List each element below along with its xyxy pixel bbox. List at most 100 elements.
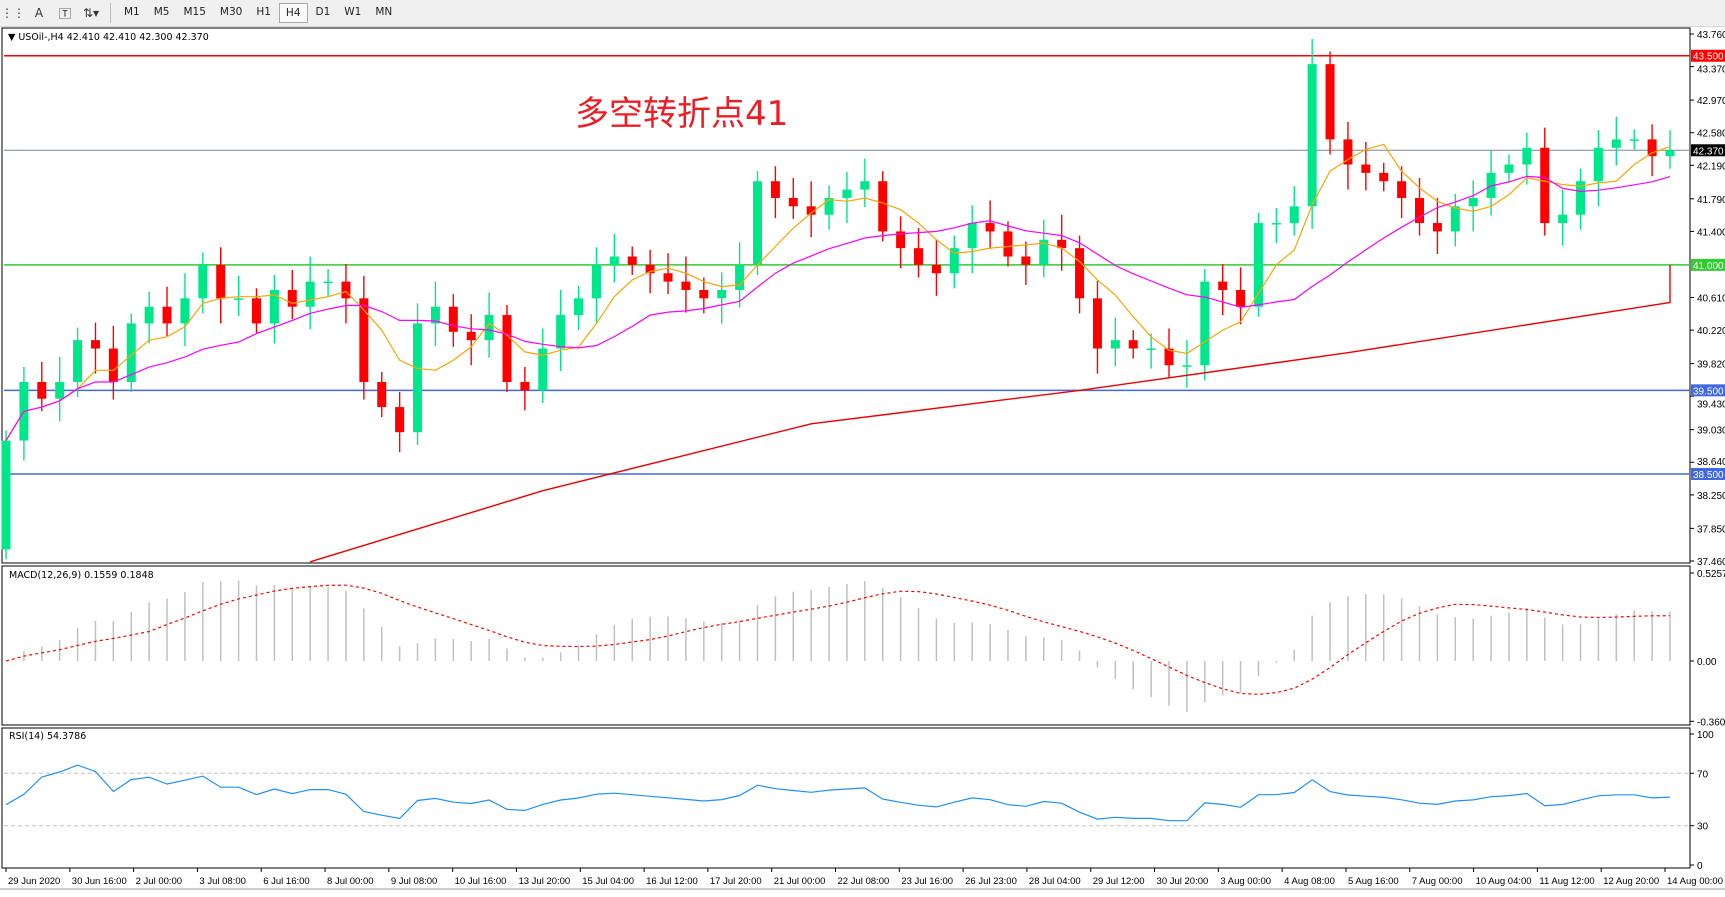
macd-panel-frame [1, 565, 1691, 726]
time-tick-label: 14 Aug 00:00 [1667, 876, 1723, 887]
time-tick-label: 21 Jul 00:00 [774, 876, 826, 887]
candle-body [1200, 281, 1210, 366]
candle-body [1021, 256, 1031, 265]
timeframe-m1[interactable]: M1 [124, 6, 140, 18]
candle-body [556, 315, 566, 349]
candle-body [1397, 181, 1407, 198]
chart-canvas[interactable]: 43.760 43.370 42.970 42.580 42.190 41.790 41.4… [0, 26, 1725, 897]
time-tick-label: 29 Jun 2020 [8, 876, 60, 887]
timeframe-bar: M1 M5 M15 M30 H1 H4 D1 W1 MN [117, 3, 399, 23]
time-tick-label: 6 Jul 16:00 [263, 876, 309, 887]
candle-body [1361, 164, 1371, 173]
candle-body [627, 256, 637, 265]
macd-tick-label: -0.3603 [1697, 717, 1725, 728]
price-tick-label: 41.400 [1697, 227, 1725, 238]
current-price-label: 42.370 [1693, 146, 1724, 157]
candle-body [234, 298, 244, 300]
price-tick-label: 40.220 [1697, 326, 1725, 337]
candle-body [377, 381, 387, 408]
candle-body [1128, 340, 1138, 349]
candle-body [1432, 223, 1442, 232]
time-tick-label: 10 Jul 16:00 [455, 876, 507, 887]
toolbar-divider [110, 3, 111, 23]
timeframe-m30[interactable]: M30 [219, 6, 243, 18]
toolbar: ⋮⋮ A 🅃 ⇅▾ M1 M5 M15 M30 H1 H4 D1 W1 MN [0, 0, 1725, 27]
timeframe-mn[interactable]: MN [375, 6, 393, 18]
candle-body [287, 289, 297, 307]
candle-body [878, 181, 888, 232]
candle-body [1039, 239, 1049, 265]
timeframe-h4[interactable]: H4 [278, 3, 308, 23]
time-tick-label: 10 Aug 04:00 [1476, 876, 1532, 887]
candle-body [1647, 139, 1657, 157]
time-tick-label: 30 Jun 16:00 [72, 876, 127, 887]
symbol-ohlc: USOil-,H4 42.410 42.410 42.300 42.370 [18, 32, 209, 43]
candle-body [574, 298, 584, 316]
price-tick-label: 40.610 [1697, 294, 1725, 305]
candle-body [448, 306, 458, 332]
candle-body [770, 181, 780, 198]
macd-tick-label: 0.00 [1697, 657, 1717, 668]
candle-body [520, 381, 530, 391]
grid-icon[interactable]: ⋮⋮ [1, 6, 25, 20]
price-tick-label: 38.250 [1697, 491, 1725, 502]
candle-body [717, 289, 727, 299]
candle-body [914, 248, 924, 265]
timeframe-w1[interactable]: W1 [344, 6, 362, 18]
candle-body [967, 223, 977, 249]
candle-body [663, 273, 673, 282]
macd-tick-label: 0.5257 [1697, 569, 1725, 580]
ma-slow-line [309, 264, 1671, 563]
candle-body [1146, 348, 1156, 351]
candle-body [788, 197, 798, 207]
time-tick-label: 12 Aug 20:00 [1603, 876, 1659, 887]
time-tick-label: 26 Jul 23:00 [965, 876, 1017, 887]
candle-body [699, 289, 709, 299]
price-tick-label: 38.640 [1697, 457, 1725, 468]
timeframe-m5[interactable]: M5 [153, 6, 170, 18]
text-icon[interactable]: A [34, 6, 44, 20]
rsi-tick-label: 100 [1697, 730, 1714, 741]
candle-body [484, 315, 494, 341]
candle-body [466, 331, 476, 341]
candle-body [1057, 239, 1067, 249]
candle-body [1611, 139, 1621, 148]
candle-body [609, 256, 619, 265]
candle-body [1003, 231, 1013, 257]
candle-body [752, 181, 762, 265]
candle-body [1450, 206, 1460, 232]
level-tag [1691, 49, 1725, 62]
candle-body [1522, 147, 1532, 165]
time-tick-label: 7 Aug 00:00 [1412, 876, 1463, 887]
macd-signal-line [5, 584, 1671, 696]
candle-body [251, 298, 261, 324]
candle-body [1289, 206, 1299, 224]
timeframe-h1[interactable]: H1 [256, 6, 271, 18]
price-tick-label: 39.030 [1697, 426, 1725, 437]
candle-body [931, 264, 941, 274]
time-tick-label: 29 Jul 12:00 [1093, 876, 1145, 887]
collapse-triangle-icon[interactable]: ▼ [8, 32, 19, 43]
candle-body [1415, 197, 1425, 224]
timeframe-d1[interactable]: D1 [315, 6, 331, 18]
current-price-tag [1691, 144, 1725, 157]
timeframe-m15[interactable]: M15 [183, 6, 206, 18]
candle-body [824, 197, 834, 215]
candle-body [395, 407, 405, 433]
candle-body [1218, 281, 1228, 290]
ma-fast-line [5, 143, 1671, 441]
annotation-text[interactable]: 多空转折点41 [575, 94, 789, 134]
time-tick-label: 3 Jul 08:00 [199, 876, 245, 887]
level-tag-label: 41.000 [1693, 261, 1724, 272]
price-tick-label: 37.460 [1697, 557, 1725, 568]
main-panel-frame [1, 27, 1691, 564]
candle-body [1540, 147, 1550, 224]
rsi-panel-frame [1, 727, 1691, 869]
arrows-icon[interactable]: ⇅▾ [82, 6, 100, 20]
text-label-icon[interactable]: 🅃 [58, 6, 71, 21]
candle-body [1236, 289, 1246, 307]
time-tick-label: 30 Jul 20:00 [1157, 876, 1209, 887]
candle-body [1307, 64, 1317, 207]
price-tick-label: 37.850 [1697, 524, 1725, 535]
candle-body [896, 231, 906, 249]
